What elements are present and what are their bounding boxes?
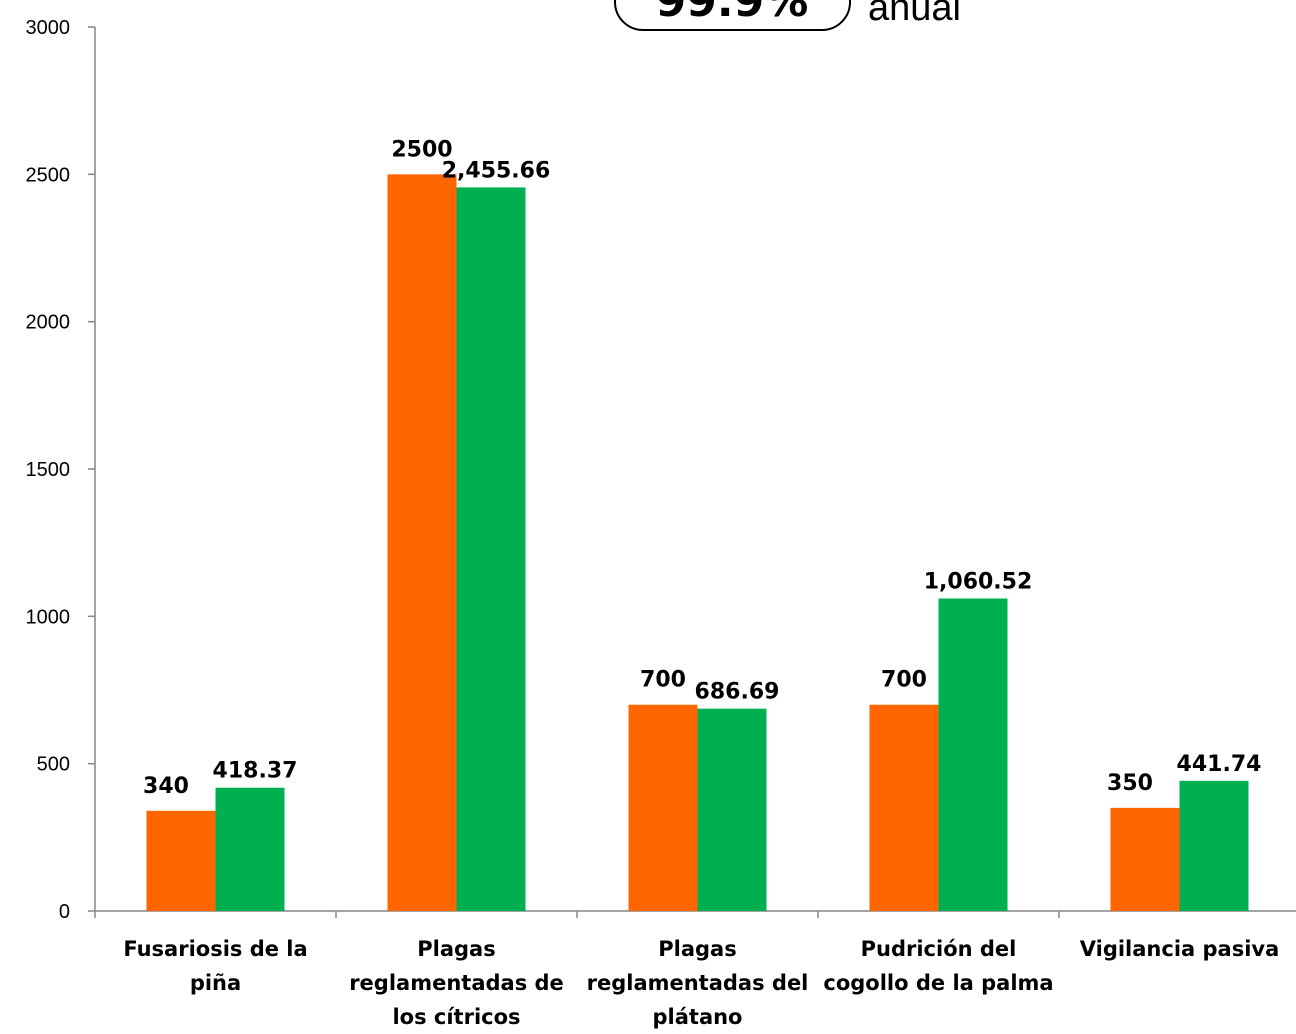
bar (387, 174, 457, 912)
bar (1110, 807, 1180, 911)
bar (697, 708, 767, 911)
y-tick-label: 3000 (26, 17, 71, 39)
y-tick-label: 2000 (26, 312, 71, 334)
data-label: 350 (1107, 771, 1153, 796)
bars (146, 174, 1249, 912)
category-label: cogollo de la palma (823, 971, 1053, 995)
y-tick-label: 1500 (26, 459, 71, 481)
bar (456, 187, 526, 911)
bar (215, 787, 285, 911)
y-tick-label: 1000 (26, 606, 71, 628)
category-label: los cítricos (392, 1005, 520, 1029)
data-label: 700 (881, 668, 927, 693)
y-tick-label: 2500 (26, 164, 71, 186)
category-label: reglamentadas de (349, 971, 564, 995)
axes: 0 500 1000 1500 2000 2500 3000 (26, 17, 1296, 923)
data-label: 441.74 (1177, 752, 1262, 777)
category-labels: Fusariosis de la piña Plagas reglamentadas … (123, 937, 1279, 1029)
data-label: 1,060.52 (924, 570, 1033, 595)
bar (628, 704, 698, 911)
category-label: Plagas (658, 937, 736, 961)
badge-value: 99.9% (656, 0, 809, 27)
data-label: 2500 (391, 137, 452, 162)
annual-badge: 99.9% anual (614, 0, 961, 31)
category-label: Vigilancia pasiva (1080, 937, 1280, 961)
badge-caption: anual (868, 0, 961, 29)
category-label: reglamentadas del (587, 971, 809, 995)
category-label: piña (190, 971, 241, 995)
data-label: 418.37 (213, 759, 298, 784)
bar (938, 598, 1008, 911)
data-label: 700 (640, 668, 686, 693)
data-label: 2,455.66 (442, 158, 551, 183)
category-label: Fusariosis de la (123, 937, 307, 961)
category-label: Pudrición del (861, 937, 1017, 961)
data-label: 340 (143, 774, 189, 799)
data-label: 686.69 (695, 680, 780, 705)
category-label: Plagas (417, 937, 495, 961)
bar (1179, 780, 1249, 911)
y-tick-label: 500 (37, 754, 70, 776)
category-label: plátano (653, 1005, 743, 1029)
bar (869, 704, 939, 911)
y-tick-label: 0 (59, 901, 70, 923)
badge-box (614, 0, 851, 31)
bar (146, 810, 216, 911)
